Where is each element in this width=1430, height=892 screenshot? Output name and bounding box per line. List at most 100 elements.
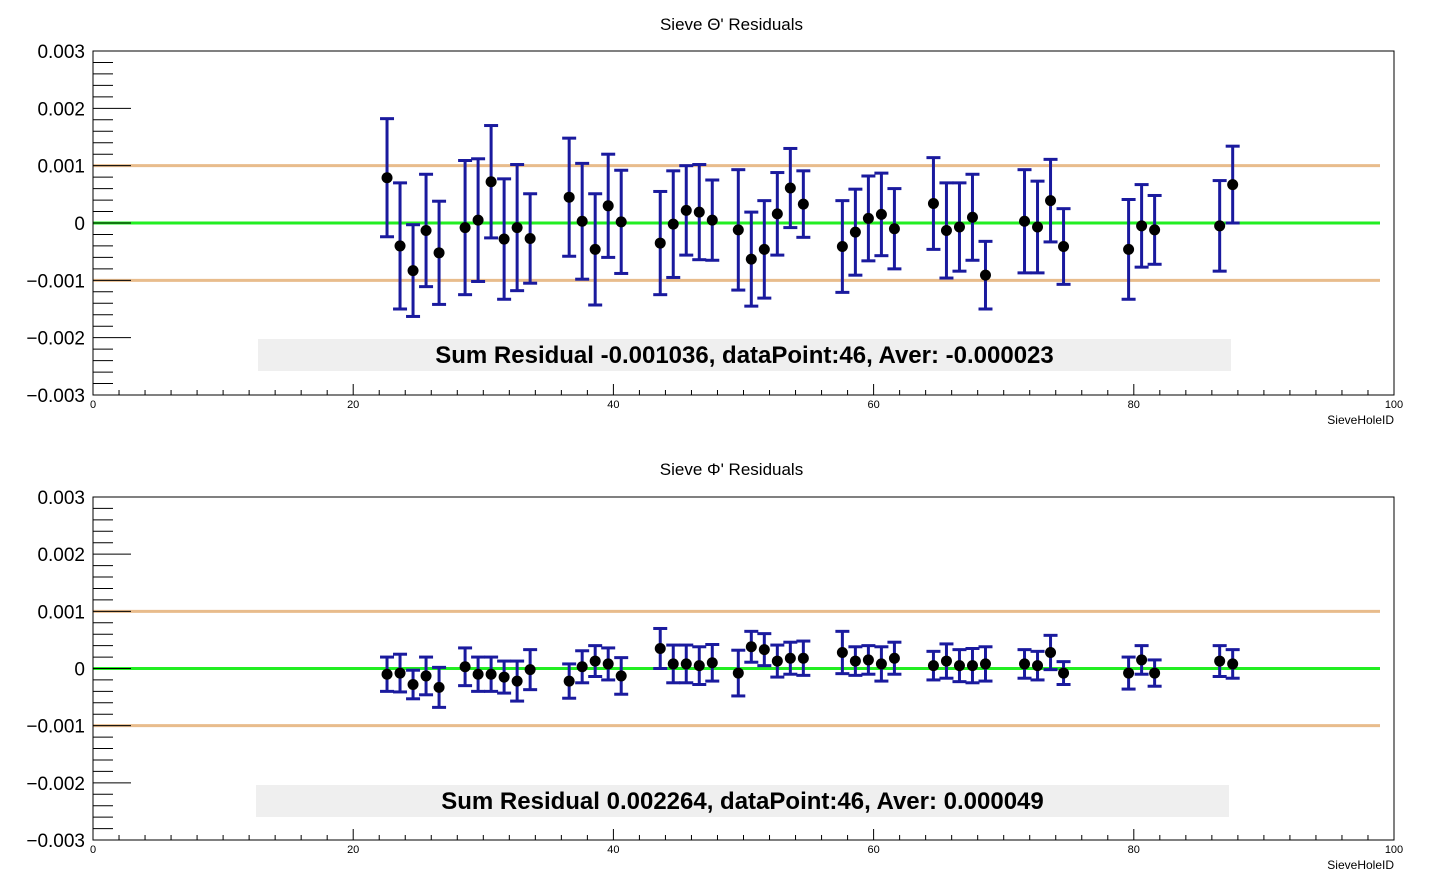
data-marker bbox=[966, 211, 978, 223]
data-point bbox=[1121, 655, 1136, 691]
data-point bbox=[705, 178, 720, 262]
data-point bbox=[575, 161, 590, 281]
data-point bbox=[380, 655, 395, 693]
data-marker bbox=[459, 661, 471, 673]
data-marker bbox=[1227, 179, 1239, 191]
data-point bbox=[1043, 157, 1058, 244]
data-point bbox=[523, 648, 538, 692]
data-marker bbox=[602, 200, 614, 212]
data-marker bbox=[1019, 215, 1031, 227]
data-point bbox=[653, 189, 668, 297]
y-tick-label: −0.001 bbox=[26, 271, 85, 292]
chart-theta-residuals: Sieve Θ' Residuals 0.003 0.002 0.001 0 −0.001… bbox=[26, 15, 1403, 427]
data-marker bbox=[485, 668, 497, 680]
data-point bbox=[796, 169, 811, 239]
data-point bbox=[484, 655, 499, 693]
data-point bbox=[1030, 649, 1045, 682]
data-point bbox=[1134, 644, 1149, 676]
data-point bbox=[458, 159, 473, 297]
data-marker bbox=[1227, 658, 1239, 670]
x-tick-label: 20 bbox=[347, 399, 359, 411]
data-marker bbox=[927, 660, 939, 672]
y-tick-label: −0.002 bbox=[26, 774, 85, 795]
data-point bbox=[848, 645, 863, 677]
data-point bbox=[1056, 660, 1071, 687]
data-point bbox=[471, 157, 486, 283]
y-tick-label: 0.002 bbox=[37, 99, 85, 120]
data-marker bbox=[433, 681, 445, 693]
data-point bbox=[497, 659, 512, 695]
data-marker bbox=[706, 657, 718, 669]
data-marker bbox=[797, 198, 809, 210]
chart-title: Sieve Θ' Residuals bbox=[660, 15, 803, 34]
data-marker bbox=[602, 658, 614, 670]
x-tick-label: 40 bbox=[607, 844, 619, 856]
data-point bbox=[666, 169, 681, 279]
data-marker bbox=[966, 660, 978, 672]
data-marker bbox=[927, 198, 939, 210]
data-point bbox=[796, 639, 811, 677]
data-marker bbox=[511, 222, 523, 234]
data-marker bbox=[771, 208, 783, 220]
data-point bbox=[575, 649, 590, 685]
y-tick-label: −0.003 bbox=[26, 386, 85, 407]
x-tick-label: 60 bbox=[867, 844, 879, 856]
data-point bbox=[614, 168, 629, 275]
data-marker bbox=[797, 652, 809, 664]
chart-title: Sieve Φ' Residuals bbox=[660, 460, 803, 479]
data-marker bbox=[953, 660, 965, 672]
data-point bbox=[432, 199, 447, 306]
data-point bbox=[965, 172, 980, 262]
data-point bbox=[952, 648, 967, 684]
data-point bbox=[588, 644, 603, 679]
data-point bbox=[562, 136, 577, 258]
data-point bbox=[484, 124, 499, 240]
summary-box bbox=[256, 785, 1229, 817]
data-point bbox=[835, 629, 850, 676]
data-point bbox=[1225, 144, 1240, 225]
x-tick-label: 80 bbox=[1128, 844, 1140, 856]
x-tick-label: 60 bbox=[867, 399, 879, 411]
data-marker bbox=[420, 670, 432, 682]
data-point bbox=[783, 146, 798, 230]
data-marker bbox=[472, 214, 484, 226]
data-marker bbox=[563, 191, 575, 203]
data-marker bbox=[576, 661, 588, 673]
data-point bbox=[874, 171, 889, 258]
data-marker bbox=[1214, 220, 1226, 232]
data-point bbox=[770, 171, 785, 257]
data-marker bbox=[472, 668, 484, 680]
data-point bbox=[705, 642, 720, 683]
x-tick-label: 20 bbox=[347, 844, 359, 856]
data-marker bbox=[940, 224, 952, 236]
y-tick-label: −0.002 bbox=[26, 329, 85, 350]
data-marker bbox=[407, 679, 419, 691]
data-point bbox=[978, 239, 993, 311]
data-marker bbox=[654, 237, 666, 249]
data-marker bbox=[836, 241, 848, 253]
data-marker bbox=[979, 269, 991, 281]
data-point bbox=[978, 645, 993, 683]
data-point bbox=[419, 655, 434, 697]
data-marker bbox=[381, 172, 393, 184]
data-point bbox=[1212, 644, 1227, 679]
data-marker bbox=[654, 642, 666, 654]
data-point bbox=[835, 199, 850, 294]
data-marker bbox=[784, 652, 796, 664]
x-tick-label: 100 bbox=[1385, 399, 1403, 411]
data-marker bbox=[563, 675, 575, 687]
data-point bbox=[458, 646, 473, 688]
data-marker bbox=[1045, 195, 1057, 207]
data-point bbox=[432, 665, 447, 709]
data-marker bbox=[745, 641, 757, 653]
y-tick-label: 0 bbox=[74, 660, 85, 681]
data-point bbox=[380, 117, 395, 239]
data-point bbox=[497, 177, 512, 301]
data-marker bbox=[979, 658, 991, 670]
data-point bbox=[939, 181, 954, 280]
data-point bbox=[887, 640, 902, 676]
x-tick-label: 80 bbox=[1128, 399, 1140, 411]
data-marker bbox=[680, 204, 692, 216]
data-point bbox=[874, 645, 889, 683]
data-point bbox=[562, 662, 577, 700]
